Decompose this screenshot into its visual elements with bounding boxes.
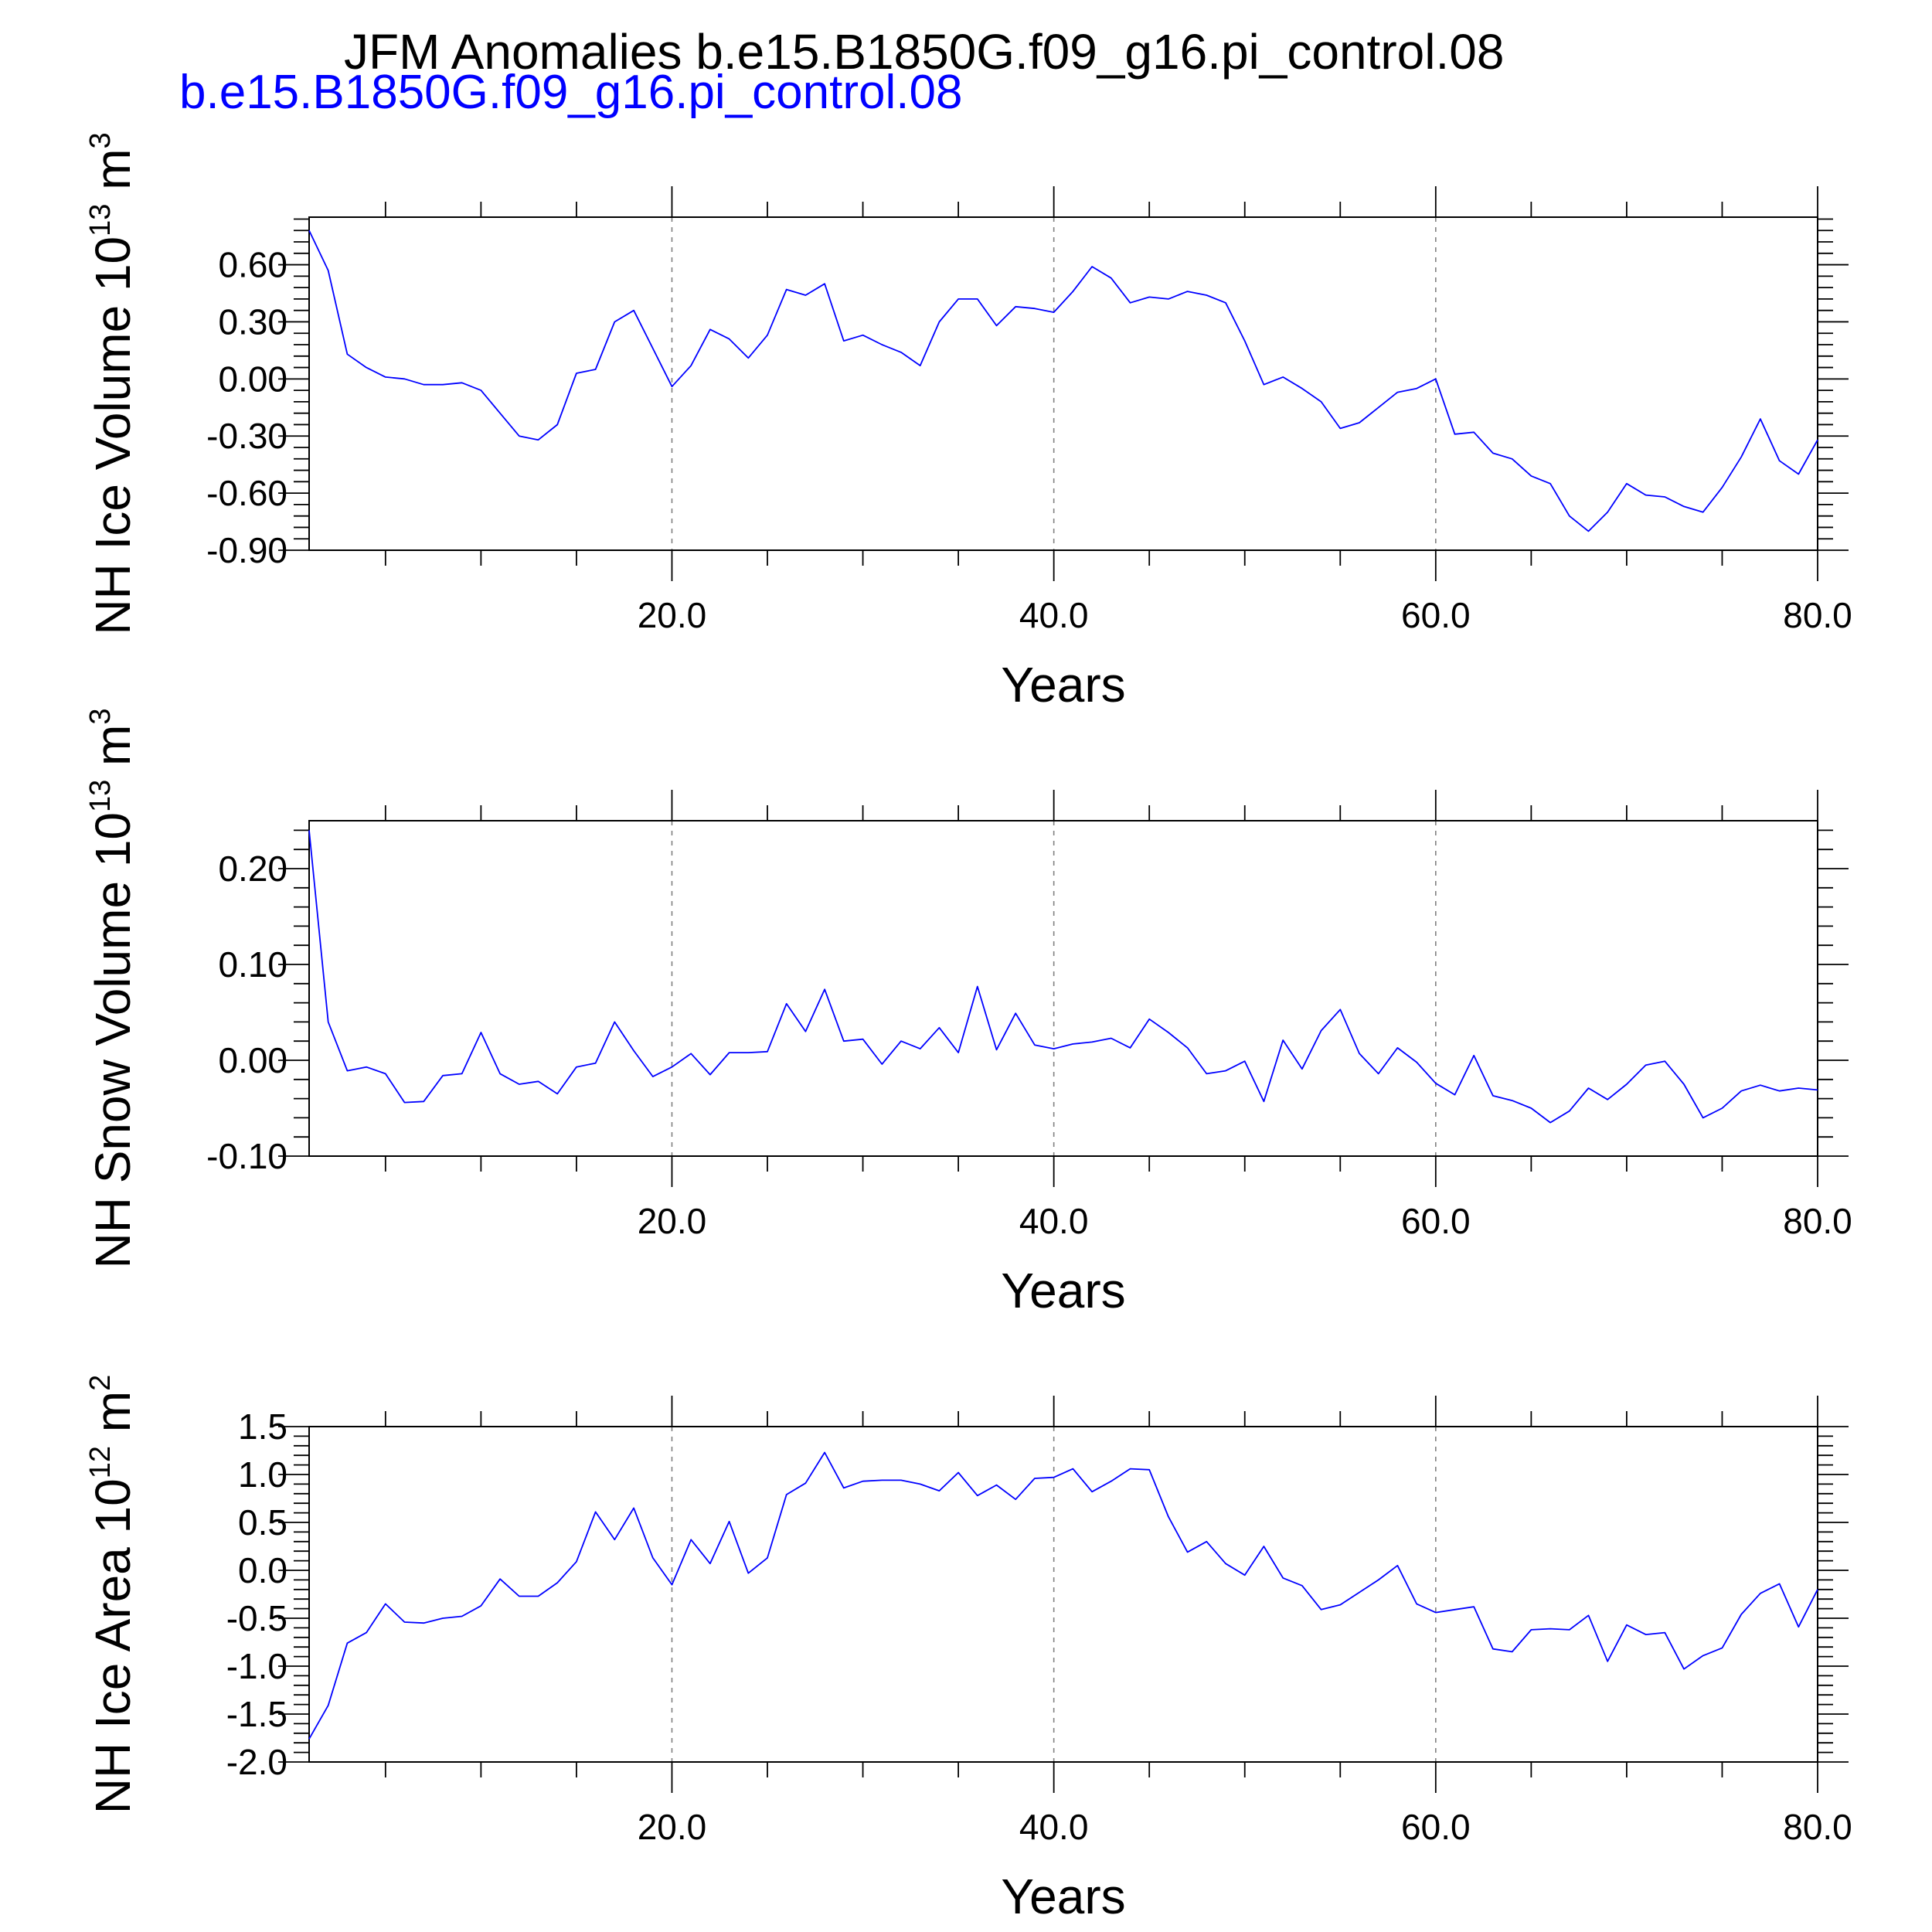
- y-tick-label: -0.30: [206, 416, 287, 456]
- plot-frame: [308, 216, 1818, 551]
- y-axis-title-unit-exponent: 3: [84, 132, 117, 148]
- y-axis-title-unit: m: [85, 148, 141, 203]
- x-axis-title: Years: [1001, 1869, 1125, 1924]
- y-axis-title-unit-exponent: 3: [84, 708, 117, 724]
- y-tick-label: -0.10: [206, 1136, 287, 1176]
- x-tick-label: 60.0: [1401, 1201, 1471, 1241]
- y-axis-title-unit: m: [85, 725, 141, 780]
- y-axis-title: NH Ice Area 1012 m2: [84, 1375, 141, 1815]
- x-axis-title: Years: [1001, 1263, 1125, 1318]
- y-tick-label: -1.5: [226, 1694, 287, 1734]
- panel-1: -0.90 -0.60 -0.30 0.00 0.30 0.60 20.0 40.0 60.0 8…: [84, 132, 1852, 713]
- x-tick-label: 80.0: [1783, 1807, 1852, 1847]
- y-tick-label: 0.20: [218, 849, 287, 889]
- series-line: [308, 1451, 1818, 1740]
- y-axis-title: NH Snow Volume 1013 m3: [84, 708, 141, 1268]
- y-tick-label: 0.10: [218, 944, 287, 985]
- series-line: [308, 830, 1818, 1124]
- y-axis-title-main: NH Snow Volume 10: [85, 812, 141, 1269]
- plot-frame: [308, 820, 1818, 1157]
- y-tick-label: 1.0: [238, 1454, 287, 1495]
- y-tick-label: 0.60: [218, 245, 287, 285]
- y-axis-title: NH Ice Volume 1013 m3: [84, 132, 141, 634]
- y-axis-title-exponent: 13: [84, 780, 117, 812]
- y-tick-label: -0.60: [206, 473, 287, 513]
- x-axis-title: Years: [1001, 657, 1125, 713]
- y-tick-label: 1.5: [238, 1406, 287, 1447]
- x-tick-label: 80.0: [1783, 1201, 1852, 1241]
- y-tick-label: 0.5: [238, 1502, 287, 1543]
- x-tick-label: 80.0: [1783, 595, 1852, 635]
- x-tick-label: 60.0: [1401, 595, 1471, 635]
- series-line: [308, 230, 1818, 532]
- x-tick-label: 60.0: [1401, 1807, 1471, 1847]
- y-tick-label: 0.00: [218, 1040, 287, 1080]
- y-tick-label: -0.90: [206, 530, 287, 570]
- y-axis-title-exponent: 12: [84, 1446, 117, 1478]
- panel-3: -2.0 -1.5 -1.0 -0.5 0.0 0.5 1.0 1.5 20.0 40.0 60.0…: [84, 1375, 1852, 1924]
- y-axis-title-unit: m: [85, 1391, 141, 1446]
- y-tick-label: 0.0: [238, 1550, 287, 1590]
- y-tick-label: 0.00: [218, 359, 287, 399]
- panel-2: -0.10 0.00 0.10 0.20 20.0 40.0 60.0 80.0 Years NH…: [84, 708, 1852, 1318]
- y-axis-title-main: NH Ice Area 10: [85, 1478, 141, 1814]
- x-tick-label: 40.0: [1019, 1201, 1089, 1241]
- x-tick-label: 20.0: [638, 595, 707, 635]
- y-axis-title-exponent: 13: [84, 204, 117, 236]
- chart-title: JFM Anomalies b.e15.B1850G.f09_g16.pi_co…: [344, 24, 1505, 80]
- y-tick-label: -2.0: [226, 1742, 287, 1782]
- x-tick-label: 20.0: [638, 1807, 707, 1847]
- x-tick-label: 40.0: [1019, 1807, 1089, 1847]
- chart-subtitle: b.e15.B1850G.f09_g16.pi_control.08: [179, 66, 963, 119]
- y-axis-title-main: NH Ice Volume 10: [85, 236, 141, 635]
- y-axis-title-unit-exponent: 2: [84, 1375, 117, 1391]
- y-tick-label: 0.30: [218, 301, 287, 342]
- y-tick-label: -1.0: [226, 1646, 287, 1686]
- y-tick-label: -0.5: [226, 1598, 287, 1638]
- x-tick-label: 40.0: [1019, 595, 1089, 635]
- x-tick-label: 20.0: [638, 1201, 707, 1241]
- plot-frame: [308, 1426, 1818, 1763]
